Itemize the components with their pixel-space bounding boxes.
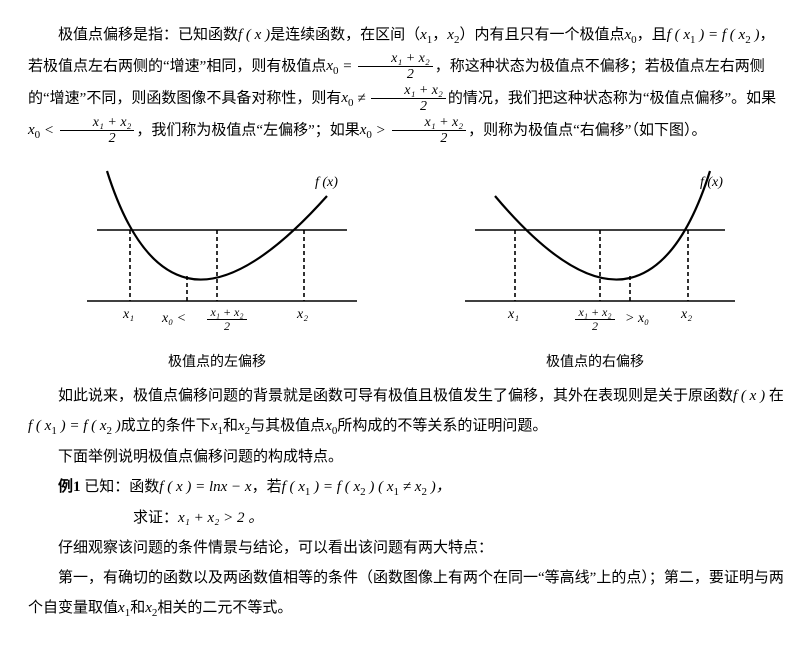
neq: ≠ bbox=[354, 90, 370, 106]
t: 所构成的不等关系的证明问题。 bbox=[337, 418, 547, 434]
svg-text:> x₀: > x₀ bbox=[625, 311, 649, 326]
svg-text:f (x): f (x) bbox=[700, 175, 723, 190]
x1: x1 bbox=[420, 27, 432, 43]
t: ，我们称为极值点“左偏移”；如果 bbox=[136, 122, 359, 138]
paragraph-6: 第一，有确切的函数以及两函数值相等的条件（函数图像上有两个在同一“等高线”上的点… bbox=[28, 563, 784, 624]
x1d: x1 bbox=[118, 600, 130, 616]
x1c: x1 bbox=[387, 479, 399, 495]
proof-line: 求证：x₁ + x₂ > 2 。 bbox=[28, 503, 784, 533]
t: 成立的条件下 bbox=[121, 418, 211, 434]
t: x − x bbox=[221, 479, 252, 495]
paragraph-1: 极值点偏移是指：已知函数f ( x )是连续函数，在区间（x1，x2）内有且只有… bbox=[28, 20, 784, 146]
eq: = bbox=[339, 58, 357, 74]
t: ，且 bbox=[637, 27, 667, 43]
eq: = bbox=[319, 479, 337, 495]
diagram-row: f (x) x₁ x₂ x₀ < x₁ + x₂2 极值点的左偏移 f (x) … bbox=[28, 156, 784, 377]
x2d: x2 bbox=[145, 600, 157, 616]
diagram-right: f (x) x₁ x₂ x₁ + x₂2 > x₀ 极值点的右偏移 bbox=[445, 156, 745, 377]
caption-right: 极值点的右偏移 bbox=[445, 349, 745, 377]
t: 是连续函数，在区间（ bbox=[270, 27, 420, 43]
fx2c: f ( x2 ) bbox=[337, 479, 375, 495]
left-shift-svg: f (x) x₁ x₂ x₀ < x₁ + x₂2 bbox=[67, 156, 367, 336]
fx2: f ( x2 ) bbox=[722, 27, 760, 43]
proof-body: x₁ + x₂ > 2 。 bbox=[178, 510, 263, 526]
t: f ( x ) = ln bbox=[159, 479, 220, 495]
x2: x2 bbox=[447, 27, 459, 43]
t: ，则称为极值点“右偏移”（如下图）。 bbox=[468, 122, 706, 138]
t: ，若 bbox=[252, 479, 282, 495]
x2b: x2 bbox=[238, 418, 250, 434]
svg-text:x₂: x₂ bbox=[680, 307, 692, 322]
t: ， bbox=[432, 27, 447, 43]
fraction: x₁ + x₂2 bbox=[371, 83, 446, 115]
paragraph-3: 如此说来，极值点偏移问题的背景就是函数可导有极值且极值发生了偏移，其外在表现则是… bbox=[28, 381, 784, 442]
x0e: x0 bbox=[360, 122, 372, 138]
example-1: 例1 已知：函数f ( x ) = lnx − x，若f ( x1 ) = f … bbox=[28, 472, 784, 503]
eq: = bbox=[66, 418, 84, 434]
fx2b: f ( x2 ) bbox=[83, 418, 121, 434]
lt: < bbox=[40, 122, 58, 138]
fx1: f ( x1 ) bbox=[667, 27, 705, 43]
fx: f ( x ) bbox=[733, 388, 765, 404]
paragraph-4: 下面举例说明极值点偏移问题的构成特点。 bbox=[28, 442, 784, 472]
svg-text:x₀ <: x₀ < bbox=[161, 311, 186, 326]
example-label: 例1 bbox=[58, 479, 81, 495]
x0c: x0 bbox=[341, 90, 353, 106]
t: 和 bbox=[223, 418, 238, 434]
t: ( bbox=[374, 479, 387, 495]
svg-text:f (x): f (x) bbox=[315, 175, 338, 190]
proof-label: 求证： bbox=[133, 510, 178, 526]
t: 已知：函数 bbox=[81, 479, 160, 495]
caption-left: 极值点的左偏移 bbox=[67, 349, 367, 377]
gt: > bbox=[372, 122, 390, 138]
t: 和 bbox=[130, 600, 145, 616]
svg-text:x₁: x₁ bbox=[122, 307, 134, 322]
x1b: x1 bbox=[211, 418, 223, 434]
fraction: x₁ + x₂2 bbox=[392, 115, 467, 147]
right-shift-svg: f (x) x₁ x₂ x₁ + x₂2 > x₀ bbox=[445, 156, 745, 336]
t: 相关的二元不等式。 bbox=[157, 600, 292, 616]
t: )， bbox=[427, 479, 451, 495]
fraction: x₁ + x₂2 bbox=[358, 51, 433, 83]
neq: ≠ bbox=[399, 479, 415, 495]
fraction: x₁ + x₂2 bbox=[60, 115, 135, 147]
fx1b: f ( x1 ) bbox=[28, 418, 66, 434]
x2c: x2 bbox=[415, 479, 427, 495]
t: ）内有且只有一个极值点 bbox=[459, 27, 624, 43]
paragraph-5: 仔细观察该问题的条件情景与结论，可以看出该问题有两大特点： bbox=[28, 533, 784, 563]
fx1c: f ( x1 ) bbox=[282, 479, 320, 495]
t: 与其极值点 bbox=[250, 418, 325, 434]
t: 的情况，我们把这种状态称为“极值点偏移”。如果 bbox=[448, 90, 776, 106]
eq: = bbox=[704, 27, 722, 43]
t: 极值点偏移是指：已知函数 bbox=[58, 27, 238, 43]
t: 在 bbox=[765, 388, 784, 404]
x0: x0 bbox=[624, 27, 636, 43]
svg-text:x₁: x₁ bbox=[507, 307, 519, 322]
svg-text:x₂: x₂ bbox=[296, 307, 308, 322]
x0b: x0 bbox=[326, 58, 338, 74]
t: 如此说来，极值点偏移问题的背景就是函数可导有极值且极值发生了偏移，其外在表现则是… bbox=[58, 388, 733, 404]
fx: f ( x ) bbox=[238, 27, 270, 43]
x0f: x0 bbox=[325, 418, 337, 434]
diagram-left: f (x) x₁ x₂ x₀ < x₁ + x₂2 极值点的左偏移 bbox=[67, 156, 367, 377]
x0d: x0 bbox=[28, 122, 40, 138]
